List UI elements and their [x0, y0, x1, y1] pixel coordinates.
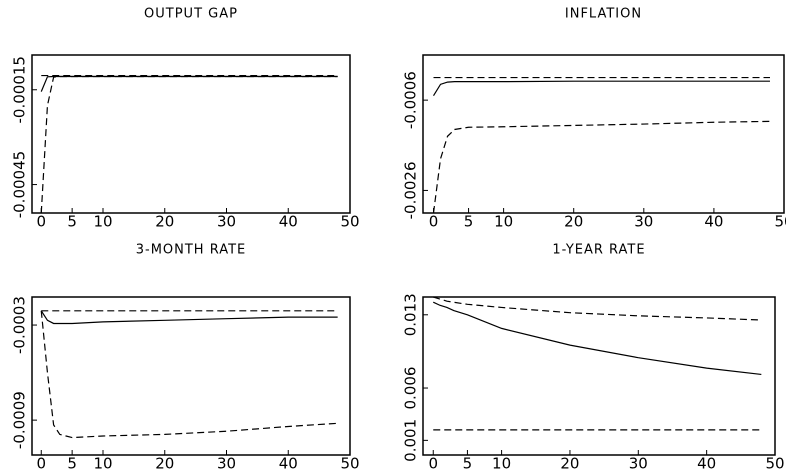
y-tick-label: -0.00045 [11, 151, 29, 218]
x-tick-label: 30 [634, 213, 653, 231]
x-tick-label: 0 [429, 213, 439, 231]
plot-frame [422, 296, 776, 456]
x-tick-label: 50 [765, 455, 784, 472]
series-line [40, 310, 338, 325]
series-line [40, 310, 338, 439]
x-tick-label: 20 [560, 455, 579, 472]
x-tick-label: 5 [67, 213, 77, 231]
y-tick-label: -0.0006 [402, 71, 420, 129]
y-tick-label: 0.001 [402, 419, 420, 462]
series-line [40, 75, 338, 92]
x-tick-label: 5 [463, 455, 473, 472]
series-line [432, 301, 762, 376]
x-tick-label: 0 [428, 455, 438, 472]
x-tick-label: 30 [217, 213, 236, 231]
x-tick-label: 20 [155, 455, 174, 472]
x-tick-label: 10 [93, 213, 112, 231]
x-tick-label: 50 [774, 213, 786, 231]
series-line [433, 296, 762, 321]
chart-title: INFLATION [565, 7, 642, 22]
plot-frame [31, 296, 351, 456]
chart-title: 1-YEAR RATE [552, 243, 645, 258]
y-tick-label: -0.0003 [11, 296, 29, 354]
x-tick-label: 10 [93, 455, 112, 472]
x-tick-label: 40 [279, 213, 298, 231]
series-line [432, 120, 770, 214]
series-line [433, 80, 770, 96]
chart-title: 3-MONTH RATE [136, 243, 247, 258]
x-tick-label: 20 [155, 213, 174, 231]
x-tick-label: 5 [464, 213, 474, 231]
plot-frame [31, 54, 351, 214]
x-tick-label: 40 [279, 455, 298, 472]
x-tick-label: 5 [67, 455, 77, 472]
x-tick-label: 30 [629, 455, 648, 472]
x-tick-label: 10 [494, 213, 513, 231]
x-tick-label: 30 [217, 455, 236, 472]
x-tick-label: 0 [36, 213, 46, 231]
x-tick-label: 40 [697, 455, 716, 472]
y-tick-label: 0.013 [402, 293, 420, 336]
x-tick-label: 10 [492, 455, 511, 472]
x-tick-label: 50 [340, 455, 359, 472]
x-tick-label: 40 [704, 213, 723, 231]
y-tick-label: -0.0009 [11, 391, 29, 449]
chart-title: OUTPUT GAP [144, 7, 238, 22]
y-tick-label: -0.00015 [11, 56, 29, 123]
x-tick-label: 20 [564, 213, 583, 231]
x-tick-label: 50 [340, 213, 359, 231]
y-tick-label: 0.006 [402, 367, 420, 410]
x-tick-label: 0 [36, 455, 46, 472]
y-tick-label: -0.0026 [402, 161, 420, 219]
plot-frame [422, 54, 785, 214]
series-line [40, 75, 338, 214]
